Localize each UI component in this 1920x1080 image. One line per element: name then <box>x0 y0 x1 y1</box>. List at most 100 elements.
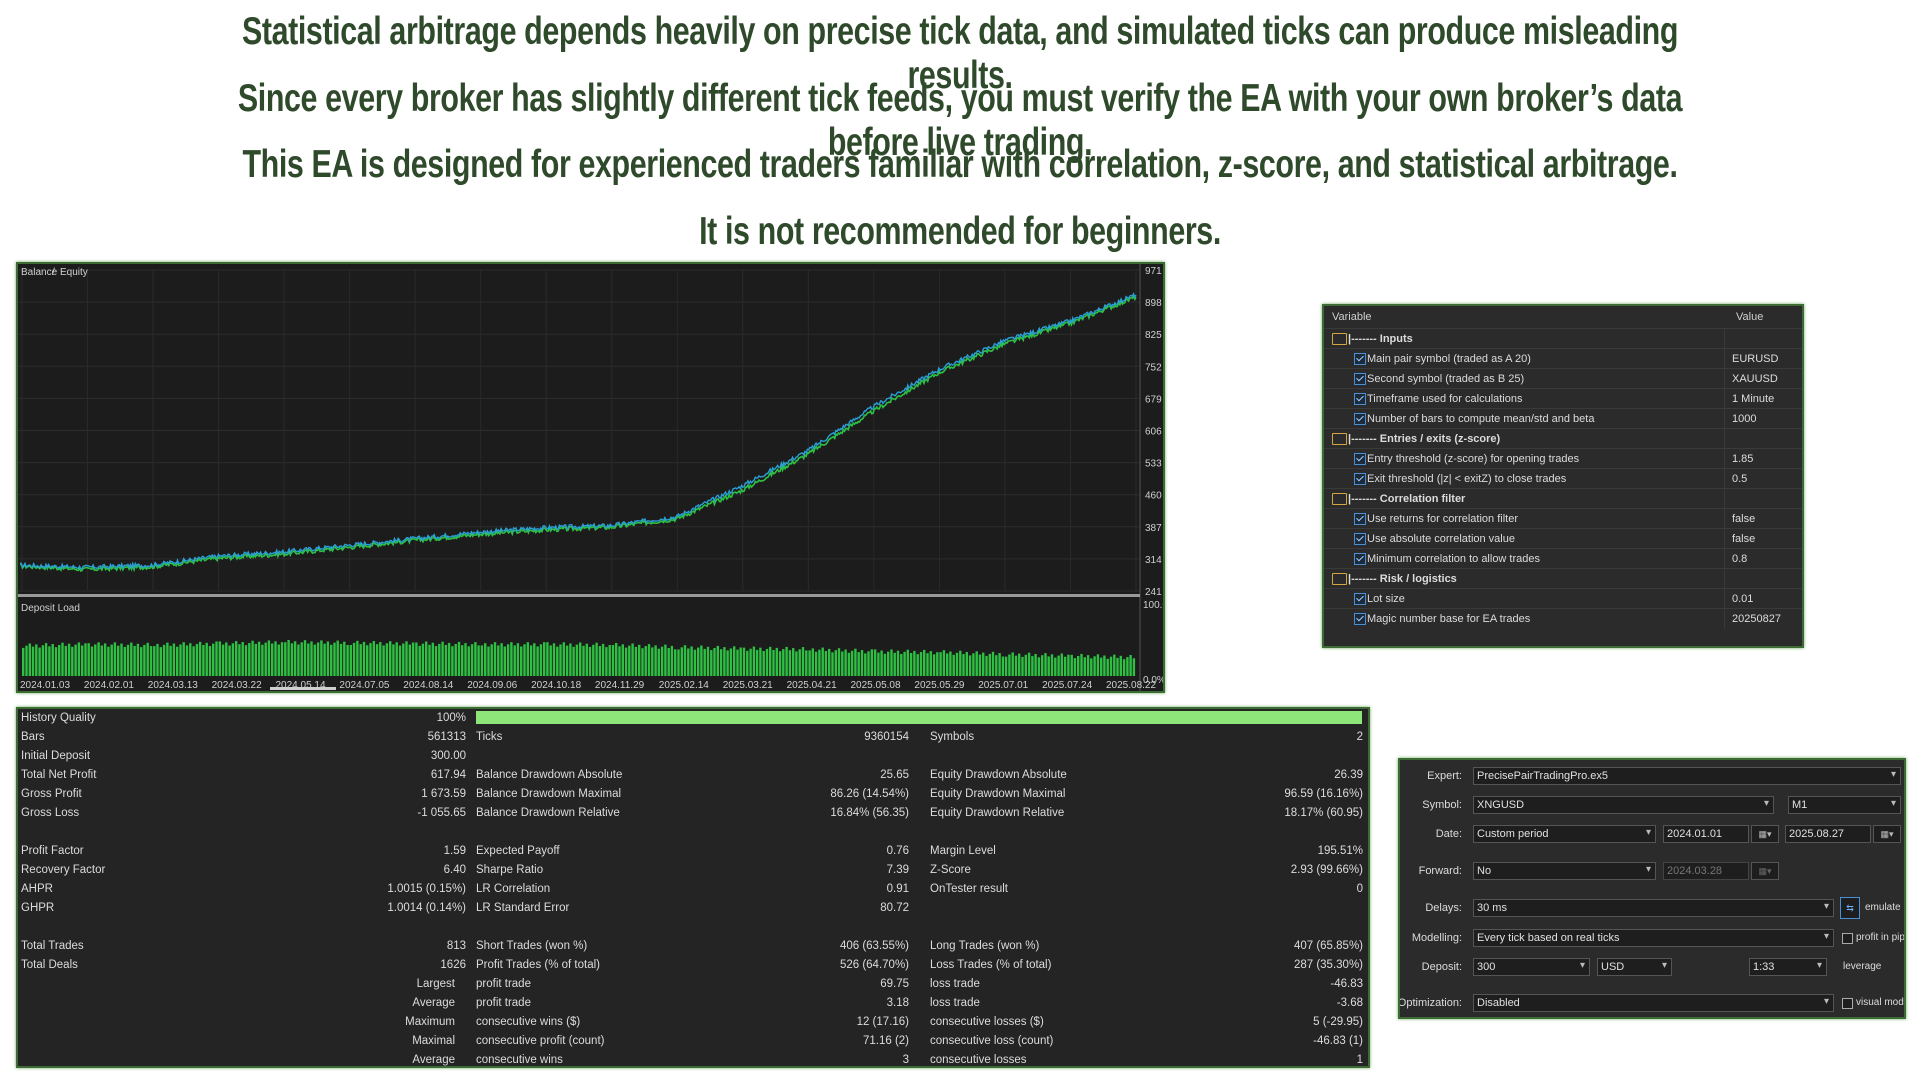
input-value[interactable]: 0.5 <box>1732 473 1748 485</box>
stat-value: 12 (17.16) <box>856 1016 909 1028</box>
visual-mode-checkbox[interactable] <box>1842 998 1853 1009</box>
deposit-load-bar <box>618 646 621 676</box>
input-value[interactable]: false <box>1732 533 1756 545</box>
profit-pips-checkbox[interactable] <box>1842 933 1853 944</box>
input-row[interactable]: Minimum correlation to allow trades 0.8 <box>1324 548 1802 569</box>
input-name: Entry threshold (z-score) for opening tr… <box>1367 453 1580 465</box>
deposit-load-bar <box>166 642 169 676</box>
stat-value: 7.39 <box>886 864 909 876</box>
leverage-select[interactable]: 1:33 ▾ <box>1749 958 1827 976</box>
stat-value: 407 (65.85%) <box>1293 940 1363 952</box>
deposit-load-bar <box>1077 656 1080 676</box>
input-group-row: |------- Correlation filter <box>1324 488 1802 509</box>
deposit-load-bar <box>48 646 51 676</box>
deposit-load-bar <box>359 644 362 676</box>
expert-select[interactable]: PrecisePairTradingPro.ex5 ▾ <box>1473 767 1901 785</box>
input-row[interactable]: Use absolute correlation value false <box>1324 528 1802 549</box>
deposit-load-bar <box>968 655 972 676</box>
deposit-load-bar <box>1073 658 1077 676</box>
checkbox-icon[interactable] <box>1354 473 1366 485</box>
deposit-load-bar <box>457 641 461 676</box>
date-to-field[interactable]: 2025.08.27 <box>1785 825 1871 843</box>
deposit-load-bar <box>936 652 939 676</box>
input-row[interactable]: Second symbol (traded as B 25) XAUUSD <box>1324 368 1802 389</box>
deposit-load-bar <box>896 650 900 676</box>
deposit-load-bar <box>870 649 873 676</box>
date-mode-select[interactable]: Custom period ▾ <box>1473 825 1656 843</box>
checkbox-icon[interactable] <box>1354 353 1366 365</box>
date-from-field[interactable]: 2024.01.01 <box>1663 825 1749 843</box>
input-value[interactable]: false <box>1732 513 1756 525</box>
deposit-load-bar <box>261 644 264 676</box>
stat-label: Short Trades (won %) <box>476 940 588 952</box>
delays-select[interactable]: 30 ms ▾ <box>1473 899 1834 917</box>
calendar-icon[interactable]: ▦▾ <box>1873 825 1901 843</box>
checkbox-icon[interactable] <box>1354 613 1366 625</box>
input-name: Minimum correlation to allow trades <box>1367 553 1541 565</box>
deposit-select[interactable]: 300 ▾ <box>1473 958 1590 976</box>
input-value[interactable]: EURUSD <box>1732 353 1779 365</box>
calendar-icon: ▦▾ <box>1751 862 1779 880</box>
checkbox-icon[interactable] <box>1354 553 1366 565</box>
input-row[interactable]: Use returns for correlation filter false <box>1324 508 1802 529</box>
input-value[interactable]: XAUUSD <box>1732 373 1778 385</box>
forward-select[interactable]: No ▾ <box>1473 862 1656 880</box>
input-row[interactable]: Timeframe used for calculations 1 Minute <box>1324 388 1802 409</box>
symbol-select[interactable]: XNGUSD ▾ <box>1473 796 1774 814</box>
deposit-load-bar <box>857 652 860 676</box>
input-value[interactable]: 1.85 <box>1732 453 1754 465</box>
deposit-load-bar <box>860 650 864 676</box>
deposit-load-bar <box>1067 654 1070 676</box>
input-row[interactable]: Main pair symbol (traded as A 20) EURUSD <box>1324 348 1802 369</box>
stat-label: Balance Drawdown Absolute <box>476 769 623 781</box>
deposit-load-bar <box>572 646 575 676</box>
timeframe-select[interactable]: M1 ▾ <box>1788 796 1901 814</box>
input-value[interactable]: 1000 <box>1732 413 1757 425</box>
deposit-load-bar <box>837 648 841 676</box>
checkbox-icon[interactable] <box>1354 593 1366 605</box>
deposit-load-bar <box>398 645 402 676</box>
deposit-load-bar <box>467 646 470 676</box>
input-row[interactable]: Magic number base for EA trades 20250827 <box>1324 608 1802 629</box>
modelling-select[interactable]: Every tick based on real ticks ▾ <box>1473 929 1834 947</box>
deposit-load-bar <box>520 646 523 676</box>
checkbox-icon[interactable] <box>1354 453 1366 465</box>
deposit-load-bar <box>343 641 346 676</box>
deposit-load-bar <box>765 648 769 676</box>
input-row[interactable]: Exit threshold (|z| < exitZ) to close tr… <box>1324 468 1802 489</box>
calendar-icon[interactable]: ▦▾ <box>1751 825 1779 843</box>
checkbox-icon[interactable] <box>1354 513 1366 525</box>
deposit-load-bar <box>595 642 598 676</box>
deposit-load-bar <box>1119 655 1122 676</box>
legend-equity: Equity <box>60 267 88 278</box>
checkbox-icon[interactable] <box>1354 393 1366 405</box>
deposit-load-bar <box>1083 657 1086 676</box>
deposit-load-bar <box>903 651 906 676</box>
input-value[interactable]: 1 Minute <box>1732 393 1775 405</box>
deposit-load-bar <box>690 646 693 676</box>
deposit-load-bar <box>395 642 398 676</box>
stat-label: Maximum <box>405 1016 455 1028</box>
currency-select[interactable]: USD ▾ <box>1597 958 1672 976</box>
input-value[interactable]: 0.01 <box>1732 593 1754 605</box>
deposit-load-bar <box>729 648 733 676</box>
deposit-load-bar <box>372 641 375 676</box>
checkbox-icon[interactable] <box>1354 373 1366 385</box>
deposit-load-bar <box>608 645 611 676</box>
deposit-load-bar <box>562 642 565 676</box>
stat-value: 0 <box>1356 883 1363 895</box>
input-row[interactable]: Entry threshold (z-score) for opening tr… <box>1324 448 1802 469</box>
deposit-load-bar <box>592 644 595 676</box>
checkbox-icon[interactable] <box>1354 413 1366 425</box>
chevron-down-icon: ▾ <box>1763 798 1769 809</box>
input-row[interactable]: Number of bars to compute mean/std and b… <box>1324 408 1802 429</box>
deposit-load-bar <box>287 640 290 676</box>
emulate-icon[interactable]: ⇆ <box>1840 897 1860 919</box>
input-value[interactable]: 20250827 <box>1732 613 1781 625</box>
scrollbar-thumb[interactable] <box>270 687 336 690</box>
optimization-select[interactable]: Disabled ▾ <box>1473 994 1834 1012</box>
checkbox-icon[interactable] <box>1354 533 1366 545</box>
deposit-load-bar <box>307 643 310 676</box>
input-row[interactable]: Lot size 0.01 <box>1324 588 1802 609</box>
input-value[interactable]: 0.8 <box>1732 553 1748 565</box>
